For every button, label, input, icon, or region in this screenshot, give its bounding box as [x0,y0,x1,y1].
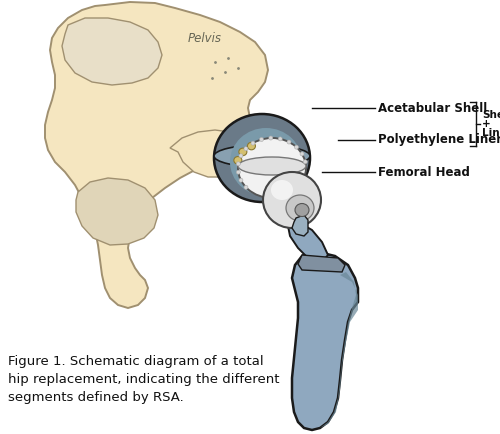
Ellipse shape [294,145,298,149]
Ellipse shape [234,157,242,164]
Text: Liner: Liner [482,128,500,138]
Ellipse shape [260,138,264,141]
Ellipse shape [248,142,256,150]
Ellipse shape [295,204,309,217]
Polygon shape [170,130,248,177]
Polygon shape [292,215,308,236]
Polygon shape [76,178,158,245]
Ellipse shape [238,138,306,198]
Polygon shape [45,2,268,308]
Text: Shell: Shell [482,110,500,120]
Polygon shape [320,272,358,428]
Ellipse shape [278,137,282,141]
Ellipse shape [236,162,240,166]
Ellipse shape [214,145,310,167]
Ellipse shape [214,114,310,202]
Ellipse shape [286,195,314,221]
Ellipse shape [236,170,240,174]
Ellipse shape [239,148,247,156]
Ellipse shape [304,160,308,164]
Ellipse shape [287,140,291,144]
Polygon shape [292,250,358,430]
Ellipse shape [244,185,248,189]
Ellipse shape [238,157,306,175]
Polygon shape [62,18,162,85]
Text: Polyethylene Liner: Polyethylene Liner [378,134,500,147]
Polygon shape [288,222,328,262]
Ellipse shape [271,180,293,200]
Text: Femoral Head: Femoral Head [378,165,470,178]
Text: +: + [482,119,491,129]
Polygon shape [298,255,345,272]
Ellipse shape [230,128,302,196]
Ellipse shape [238,141,290,191]
Text: Figure 1. Schematic diagram of a total
hip replacement, indicating the different: Figure 1. Schematic diagram of a total h… [8,355,280,404]
Ellipse shape [239,154,243,158]
Ellipse shape [300,152,304,156]
Text: Acetabular Shell: Acetabular Shell [378,102,487,115]
Ellipse shape [244,147,248,151]
Ellipse shape [239,178,243,182]
Ellipse shape [269,136,273,140]
Text: Pelvis: Pelvis [188,32,222,45]
Ellipse shape [263,172,321,228]
Ellipse shape [251,141,255,145]
